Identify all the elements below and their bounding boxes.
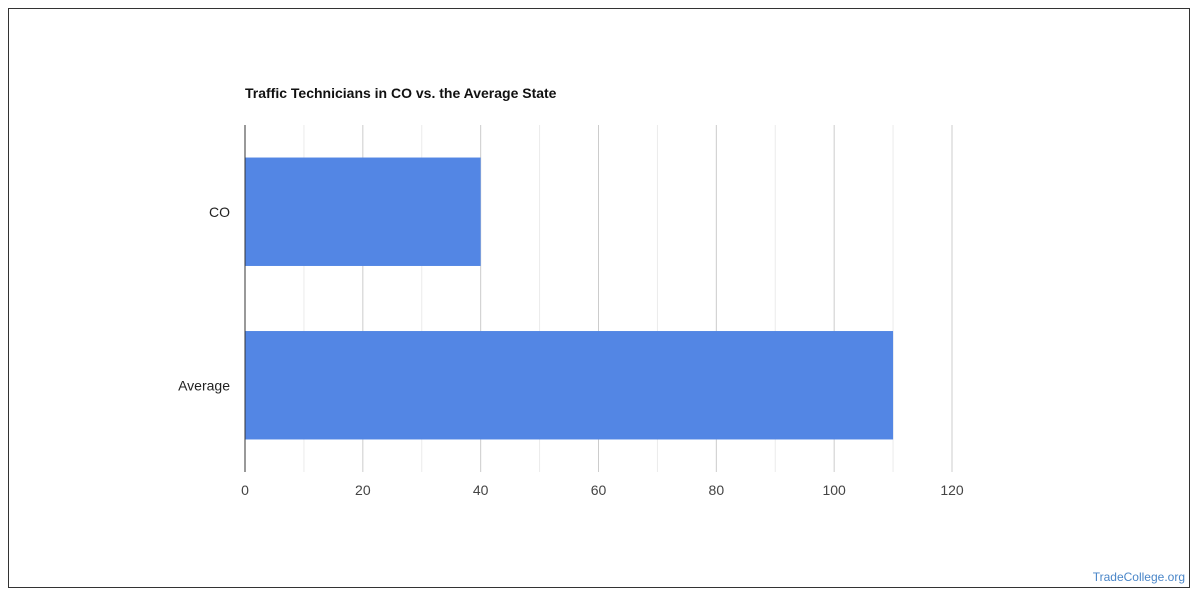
x-tick-label: 60 xyxy=(591,482,607,498)
labels: CO Average 0 20 40 60 80 100 120 xyxy=(178,204,964,498)
x-tick-label: 120 xyxy=(940,482,964,498)
x-tick-label: 20 xyxy=(355,482,371,498)
bar-co xyxy=(245,157,481,266)
x-tick-label: 100 xyxy=(822,482,846,498)
category-label: CO xyxy=(209,204,230,220)
chart-title: Traffic Technicians in CO vs. the Averag… xyxy=(245,85,557,101)
x-tick-label: 40 xyxy=(473,482,489,498)
bar-average xyxy=(245,331,894,440)
x-tick-label: 0 xyxy=(241,482,249,498)
category-label: Average xyxy=(178,377,230,393)
bars xyxy=(245,157,894,440)
watermark-link[interactable]: TradeCollege.org xyxy=(1092,570,1185,584)
x-tick-label: 80 xyxy=(709,482,725,498)
